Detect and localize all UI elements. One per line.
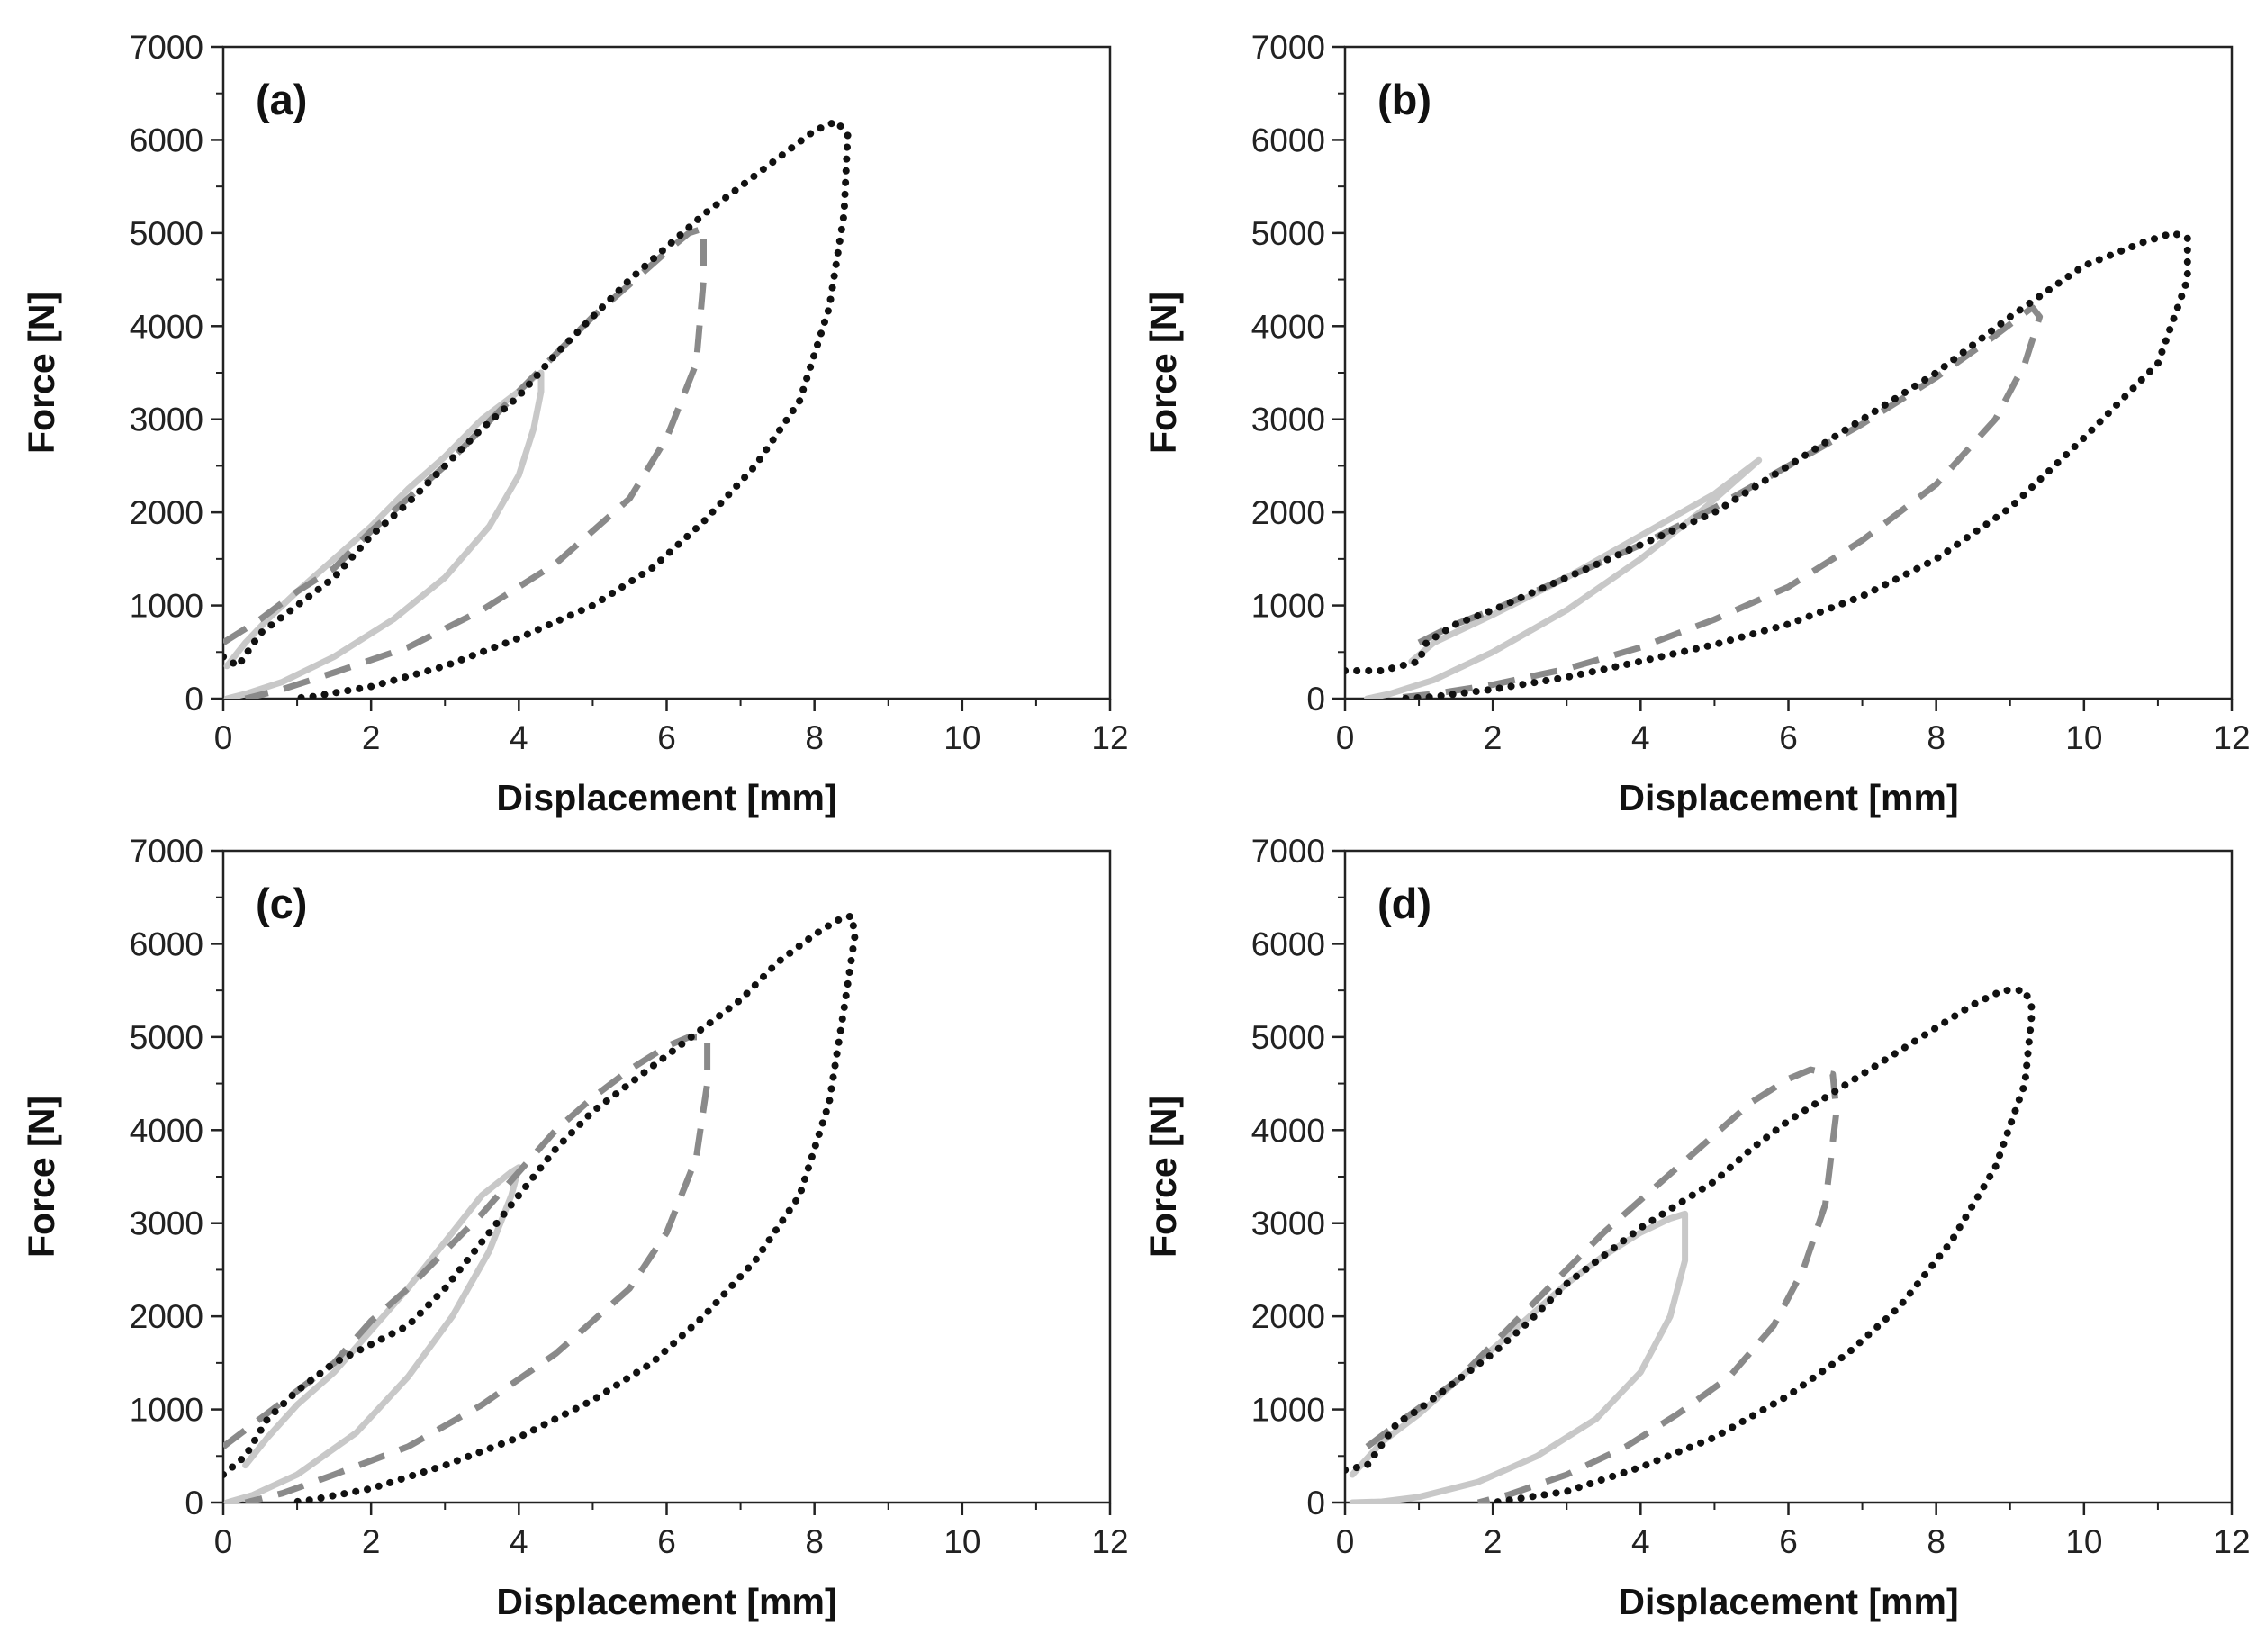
x-tick-label: 2 (1484, 1523, 1503, 1560)
y-tick-label: 2000 (130, 494, 203, 531)
x-tick-label: 4 (510, 719, 528, 756)
plot-frame (1343, 849, 2234, 1504)
series-line-solid (1349, 1210, 1689, 1503)
y-tick-label: 6000 (130, 925, 203, 962)
y-tick-label: 6000 (130, 122, 203, 158)
y-tick-label: 4000 (130, 308, 203, 345)
y-tick-label: 7000 (1251, 833, 1325, 870)
x-axis-title: Displacement [mm] (1618, 777, 1958, 818)
panel-label: (d) (1377, 880, 1431, 927)
y-axis-title: Force [N] (21, 292, 62, 454)
y-axis-title: Force [N] (1142, 1096, 1184, 1258)
x-tick-label: 2 (362, 719, 381, 756)
x-tick-label: 6 (657, 1523, 676, 1560)
y-tick-label: 1000 (130, 1392, 203, 1429)
x-tick-label: 10 (2065, 1523, 2102, 1560)
y-tick-label: 0 (185, 1485, 203, 1521)
y-tick-label: 7000 (130, 833, 203, 870)
x-tick-label: 4 (510, 1523, 528, 1560)
y-tick-label: 3000 (130, 402, 203, 438)
plot-frame (1343, 45, 2234, 700)
x-tick-label: 12 (1091, 1523, 1128, 1560)
x-tick-label: 8 (1927, 719, 1946, 756)
y-tick-label: 7000 (1251, 29, 1325, 66)
y-tick-label: 0 (1306, 1485, 1325, 1521)
y-tick-label: 1000 (1251, 1392, 1325, 1429)
x-tick-label: 6 (1779, 719, 1798, 756)
panel-b: 0 2 4 6 8 10 12 0 1000 2000 3000 4000 5000 6000 7000 Di… (1142, 29, 2251, 818)
y-tick-label: 3000 (1251, 1205, 1325, 1242)
series-line-dashed (223, 225, 707, 699)
x-tick-label: 2 (362, 1523, 381, 1560)
panel-c: 0 2 4 6 8 10 12 0 1000 2000 3000 4000 5000 6000 7000 Di… (21, 833, 1129, 1622)
series-line-dotted (1345, 229, 2191, 699)
y-tick-label: 2000 (130, 1298, 203, 1335)
y-tick-label: 4000 (1251, 1112, 1325, 1149)
series-line-solid (223, 1164, 522, 1503)
y-tick-label: 3000 (130, 1205, 203, 1242)
y-axis-title: Force [N] (21, 1096, 62, 1258)
series-line-dashed (1365, 1066, 1840, 1503)
y-tick-label: 4000 (1251, 308, 1325, 345)
plot-frame (221, 849, 1112, 1504)
x-tick-label: 10 (943, 1523, 980, 1560)
y-tick-label: 6000 (1251, 122, 1325, 158)
panel-label: (c) (256, 880, 307, 927)
y-tick-label: 6000 (1251, 925, 1325, 962)
x-axis-title: Displacement [mm] (496, 1581, 836, 1622)
panel-label: (a) (256, 76, 307, 123)
x-tick-label: 0 (1336, 719, 1355, 756)
x-tick-label: 6 (657, 719, 676, 756)
x-tick-label: 8 (805, 1523, 824, 1560)
y-axis-title: Force [N] (1142, 292, 1184, 454)
y-tick-label: 1000 (1251, 588, 1325, 625)
y-tick-label: 5000 (1251, 1019, 1325, 1056)
series-line-dashed (223, 1034, 711, 1503)
y-tick-label: 1000 (130, 588, 203, 625)
y-tick-label: 5000 (130, 1019, 203, 1056)
y-tick-label: 5000 (1251, 215, 1325, 252)
x-tick-label: 10 (943, 719, 980, 756)
plot-frame (221, 45, 1112, 700)
y-tick-label: 7000 (130, 29, 203, 66)
series-line-dashed (1388, 304, 2044, 699)
series-line-dotted (223, 912, 859, 1503)
panel-a: 0 2 4 6 8 10 12 0 1000 2000 3000 4000 5000 6000 7000 Di… (21, 29, 1129, 818)
series-line-solid (1364, 456, 1763, 699)
x-tick-label: 12 (2213, 1523, 2250, 1560)
x-tick-label: 0 (214, 1523, 233, 1560)
x-tick-label: 0 (1336, 1523, 1355, 1560)
series-line-dotted (223, 117, 852, 699)
x-tick-label: 8 (805, 719, 824, 756)
x-axis-title: Displacement [mm] (1618, 1581, 1958, 1622)
x-tick-label: 8 (1927, 1523, 1946, 1560)
y-tick-label: 3000 (1251, 402, 1325, 438)
x-tick-label: 0 (214, 719, 233, 756)
x-tick-label: 12 (1091, 719, 1128, 756)
y-tick-label: 0 (185, 681, 203, 718)
panel-d: 0 2 4 6 8 10 12 0 1000 2000 3000 4000 5000 6000 7000 Di… (1142, 833, 2251, 1622)
x-tick-label: 4 (1631, 719, 1650, 756)
panel-label: (b) (1377, 76, 1431, 123)
x-tick-label: 12 (2213, 719, 2250, 756)
y-tick-label: 0 (1306, 681, 1325, 718)
y-tick-label: 4000 (130, 1112, 203, 1149)
x-tick-label: 2 (1484, 719, 1503, 756)
x-axis-title: Displacement [mm] (496, 777, 836, 818)
series-line-dotted (1345, 987, 2036, 1503)
y-tick-label: 2000 (1251, 494, 1325, 531)
x-tick-label: 10 (2065, 719, 2102, 756)
x-tick-label: 6 (1779, 1523, 1798, 1560)
y-tick-label: 5000 (130, 215, 203, 252)
x-tick-label: 4 (1631, 1523, 1650, 1560)
y-tick-label: 2000 (1251, 1298, 1325, 1335)
